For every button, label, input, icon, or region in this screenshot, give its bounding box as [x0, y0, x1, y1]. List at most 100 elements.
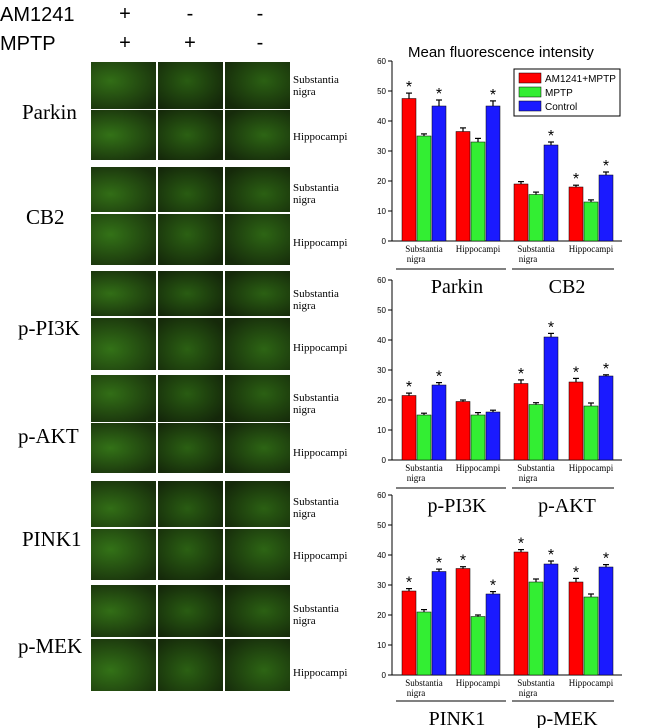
significance-marker: *: [548, 128, 554, 145]
region-label-p-pi3k-sn: Substantia nigra: [293, 288, 339, 312]
micrograph-p-pi3k-hc-2: [158, 318, 223, 370]
bar: [485, 593, 501, 676]
significance-marker: *: [406, 79, 412, 96]
category-label: nigra: [407, 254, 426, 264]
micrograph-pink1-sn-2: [158, 481, 223, 527]
bar: [431, 384, 447, 461]
micrograph-p-pi3k-sn-1: [91, 271, 156, 316]
region-label-parkin-sn: Substantia nigra: [293, 74, 339, 98]
category-label: Substantia: [517, 244, 555, 254]
marker-label-p-mek: p-MEK: [18, 634, 83, 658]
significance-marker: *: [490, 578, 496, 595]
micrograph-p-mek-sn-2: [158, 585, 223, 637]
region-label-p-mek-sn: Substantia nigra: [293, 603, 339, 627]
micrograph-parkin-sn-3: [225, 62, 290, 109]
bar: [470, 141, 486, 242]
region-label-p-akt-hc: Hippocampi: [293, 447, 348, 459]
bar: [528, 194, 544, 242]
micrograph-p-pi3k-sn-2: [158, 271, 223, 316]
am1241-sign-1: +: [119, 3, 131, 25]
y-tick-label: 60: [377, 57, 386, 66]
marker-label-p-pi3k: p-PI3K: [18, 316, 80, 340]
category-label: nigra: [519, 473, 538, 483]
bar: [401, 590, 417, 676]
significance-marker: *: [490, 87, 496, 104]
y-tick-label: 0: [382, 671, 387, 680]
y-tick-label: 40: [377, 551, 386, 560]
bar: [528, 404, 544, 461]
micrograph-p-mek-hc-1: [91, 639, 156, 691]
y-tick-label: 30: [377, 366, 386, 375]
y-tick-label: 10: [377, 207, 386, 216]
micrograph-cb2-sn-3: [225, 167, 290, 212]
mptp-sign-3: -: [256, 32, 264, 54]
micrograph-p-akt-sn-2: [158, 375, 223, 422]
micrograph-parkin-hc-3: [225, 110, 290, 160]
micrograph-p-akt-sn-3: [225, 375, 290, 422]
bar: [401, 395, 417, 461]
y-tick-label: 10: [377, 426, 386, 435]
category-label: Hippocampi: [569, 678, 614, 688]
category-label: Hippocampi: [456, 244, 501, 254]
marker-label-parkin: Parkin: [22, 100, 77, 124]
micrograph-parkin-sn-1: [91, 62, 156, 109]
region-label-pink1-hc: Hippocampi: [293, 550, 348, 562]
micrograph-parkin-hc-1: [91, 110, 156, 160]
category-label: nigra: [519, 254, 538, 264]
y-tick-label: 0: [382, 456, 387, 465]
bar: [485, 105, 501, 242]
micrograph-cb2-hc-3: [225, 214, 290, 265]
category-label: Hippocampi: [569, 244, 614, 254]
group-label: CB2: [549, 276, 586, 298]
category-label: Hippocampi: [456, 678, 501, 688]
y-tick-label: 50: [377, 87, 386, 96]
micrograph-parkin-hc-2: [158, 110, 223, 160]
significance-marker: *: [518, 366, 524, 383]
category-label: Hippocampi: [569, 463, 614, 473]
bar: [568, 381, 584, 461]
significance-marker: *: [518, 536, 524, 553]
group-label: p-PI3K: [428, 495, 487, 517]
legend-entry: Control: [545, 102, 577, 113]
micrograph-parkin-sn-2: [158, 62, 223, 109]
category-label: nigra: [407, 473, 426, 483]
category-label: Substantia: [405, 244, 443, 254]
bar: [485, 411, 501, 461]
y-tick-label: 60: [377, 491, 386, 500]
group-label: p-AKT: [538, 495, 596, 517]
micrograph-p-mek-hc-2: [158, 639, 223, 691]
am1241-sign-2: -: [186, 3, 194, 25]
bar: [455, 131, 471, 242]
micrograph-cb2-hc-1: [91, 214, 156, 265]
bar: [455, 401, 471, 461]
bar: [583, 201, 599, 242]
significance-marker: *: [406, 575, 412, 592]
y-tick-label: 10: [377, 641, 386, 650]
significance-marker: *: [603, 158, 609, 175]
marker-label-p-akt: p-AKT: [18, 424, 79, 448]
y-tick-label: 30: [377, 581, 386, 590]
marker-label-cb2: CB2: [26, 205, 65, 229]
region-label-cb2-sn: Substantia nigra: [293, 182, 339, 206]
am1241-sign-3: -: [256, 3, 264, 25]
significance-marker: *: [548, 319, 554, 336]
micrograph-p-mek-hc-3: [225, 639, 290, 691]
bar: [528, 581, 544, 676]
significance-marker: *: [436, 86, 442, 103]
significance-marker: *: [573, 171, 579, 188]
y-tick-label: 30: [377, 147, 386, 156]
bar: [568, 186, 584, 242]
group-label: PINK1: [429, 708, 486, 728]
micrograph-cb2-hc-2: [158, 214, 223, 265]
micrograph-pink1-hc-2: [158, 529, 223, 580]
y-tick-label: 0: [382, 237, 387, 246]
bar: [543, 563, 559, 676]
y-tick-label: 20: [377, 177, 386, 186]
significance-marker: *: [548, 547, 554, 564]
micrograph-p-mek-sn-3: [225, 585, 290, 637]
category-label: Hippocampi: [456, 463, 501, 473]
y-tick-label: 40: [377, 336, 386, 345]
region-label-parkin-hc: Hippocampi: [293, 131, 348, 143]
category-label: nigra: [407, 688, 426, 698]
bar: [416, 135, 432, 242]
